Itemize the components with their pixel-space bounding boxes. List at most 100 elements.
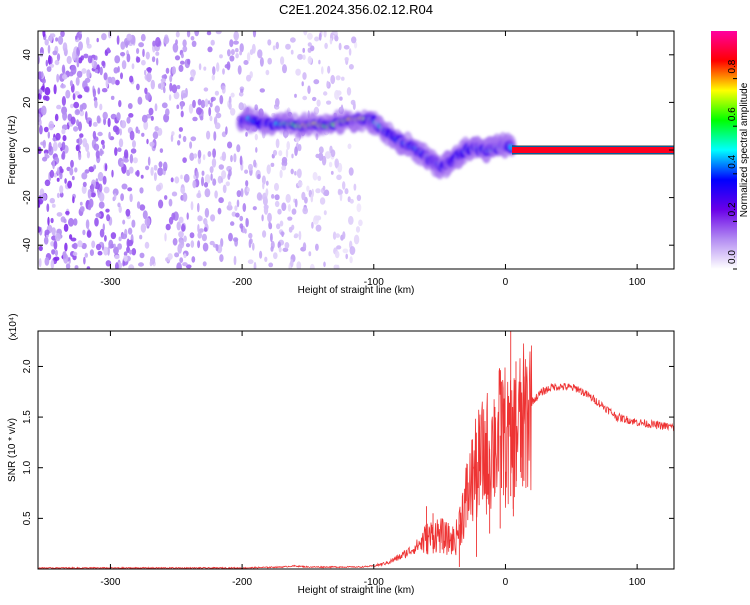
noise-blob — [236, 199, 240, 208]
noise-blob — [219, 95, 224, 105]
noise-blob — [108, 31, 112, 39]
x-tick-label: -200 — [232, 577, 252, 588]
noise-blob — [239, 50, 243, 56]
noise-blob — [216, 62, 220, 72]
noise-blob — [209, 166, 214, 174]
noise-blob — [38, 226, 41, 233]
noise-blob — [358, 219, 363, 227]
noise-blob — [198, 63, 202, 71]
noise-blob — [180, 53, 184, 59]
noise-blob — [122, 260, 126, 267]
noise-blob — [96, 115, 101, 124]
x-tick-label: -300 — [100, 577, 120, 588]
noise-blob — [309, 263, 315, 269]
noise-blob — [351, 36, 357, 44]
noise-blob — [330, 170, 334, 175]
noise-blob — [214, 90, 219, 96]
noise-blob — [319, 197, 326, 205]
y-tick-label: 2.0 — [22, 359, 33, 373]
noise-blob — [41, 105, 47, 116]
noise-blob — [348, 64, 354, 70]
colorbar-tick-label: 0.2 — [727, 202, 738, 216]
noise-blob — [151, 56, 156, 63]
noise-blob — [259, 88, 265, 93]
noise-blob — [202, 154, 206, 161]
noise-blob — [51, 203, 56, 208]
noise-blob — [233, 40, 239, 45]
x-tick-label: 100 — [629, 577, 646, 588]
noise-blob — [107, 117, 111, 128]
noise-blob — [84, 77, 91, 83]
noise-blob — [302, 47, 306, 53]
noise-blob — [199, 228, 204, 233]
noise-blob — [336, 245, 342, 250]
noise-blob — [272, 45, 276, 51]
noise-blob — [71, 175, 75, 181]
noise-blob — [267, 39, 272, 46]
noise-blob — [64, 178, 67, 184]
noise-blob — [175, 39, 178, 46]
noise-blob — [130, 148, 137, 154]
noise-blob — [212, 66, 216, 76]
noise-blob — [115, 79, 120, 86]
y-tick-label: -20 — [22, 190, 33, 205]
noise-blob — [288, 226, 293, 233]
noise-blob — [47, 36, 53, 42]
noise-blob — [275, 138, 280, 149]
noise-blob — [321, 66, 324, 75]
noise-blob — [342, 248, 349, 254]
noise-blob — [150, 166, 154, 176]
noise-blob — [106, 47, 111, 53]
noise-blob — [287, 216, 293, 221]
noise-blob — [228, 201, 232, 207]
noise-blob — [280, 231, 285, 236]
noise-blob — [183, 235, 187, 243]
noise-blob — [212, 178, 217, 186]
noise-blob — [84, 169, 90, 174]
noise-blob — [297, 144, 302, 152]
noise-blob — [54, 113, 59, 122]
noise-blob — [113, 243, 116, 249]
noise-blob — [210, 173, 213, 181]
noise-blob — [93, 143, 100, 151]
noise-blob — [168, 198, 173, 207]
noise-blob — [315, 224, 322, 232]
noise-blob — [125, 208, 131, 217]
noise-blob — [87, 189, 92, 199]
noise-blob — [334, 250, 340, 259]
noise-blob — [48, 120, 54, 131]
noise-blob — [140, 223, 147, 233]
snr-y-label: SNR (10 * v/v) — [7, 418, 18, 482]
noise-blob — [138, 262, 144, 267]
noise-blob — [116, 112, 121, 121]
noise-blob — [342, 231, 346, 240]
noise-blob — [203, 182, 209, 188]
noise-blob — [214, 105, 220, 113]
noise-blob — [261, 214, 264, 222]
noise-blob — [175, 31, 180, 38]
noise-blob — [161, 74, 168, 80]
noise-blob — [333, 264, 339, 269]
noise-blob — [47, 216, 50, 226]
noise-blob — [225, 126, 228, 135]
noise-blob — [255, 147, 258, 153]
noise-blob — [88, 120, 92, 127]
noise-blob — [129, 75, 134, 83]
noise-blob — [77, 94, 83, 99]
noise-blob — [182, 39, 187, 47]
noise-blob — [244, 169, 249, 174]
noise-blob — [221, 170, 227, 180]
noise-blob — [101, 33, 107, 41]
noise-blob — [356, 194, 362, 201]
noise-blob — [270, 162, 275, 167]
noise-blob — [273, 252, 278, 260]
noise-blob — [117, 147, 122, 152]
colorbar-ticks: 0.0 0.2 0.4 0.6 0.8 — [727, 59, 738, 270]
noise-blob — [323, 91, 328, 96]
noise-blob — [348, 48, 352, 56]
noise-blob — [66, 55, 72, 65]
noise-blob — [56, 73, 60, 83]
noise-blob — [202, 242, 209, 252]
noise-blob — [356, 203, 362, 213]
noise-blob — [154, 103, 158, 112]
